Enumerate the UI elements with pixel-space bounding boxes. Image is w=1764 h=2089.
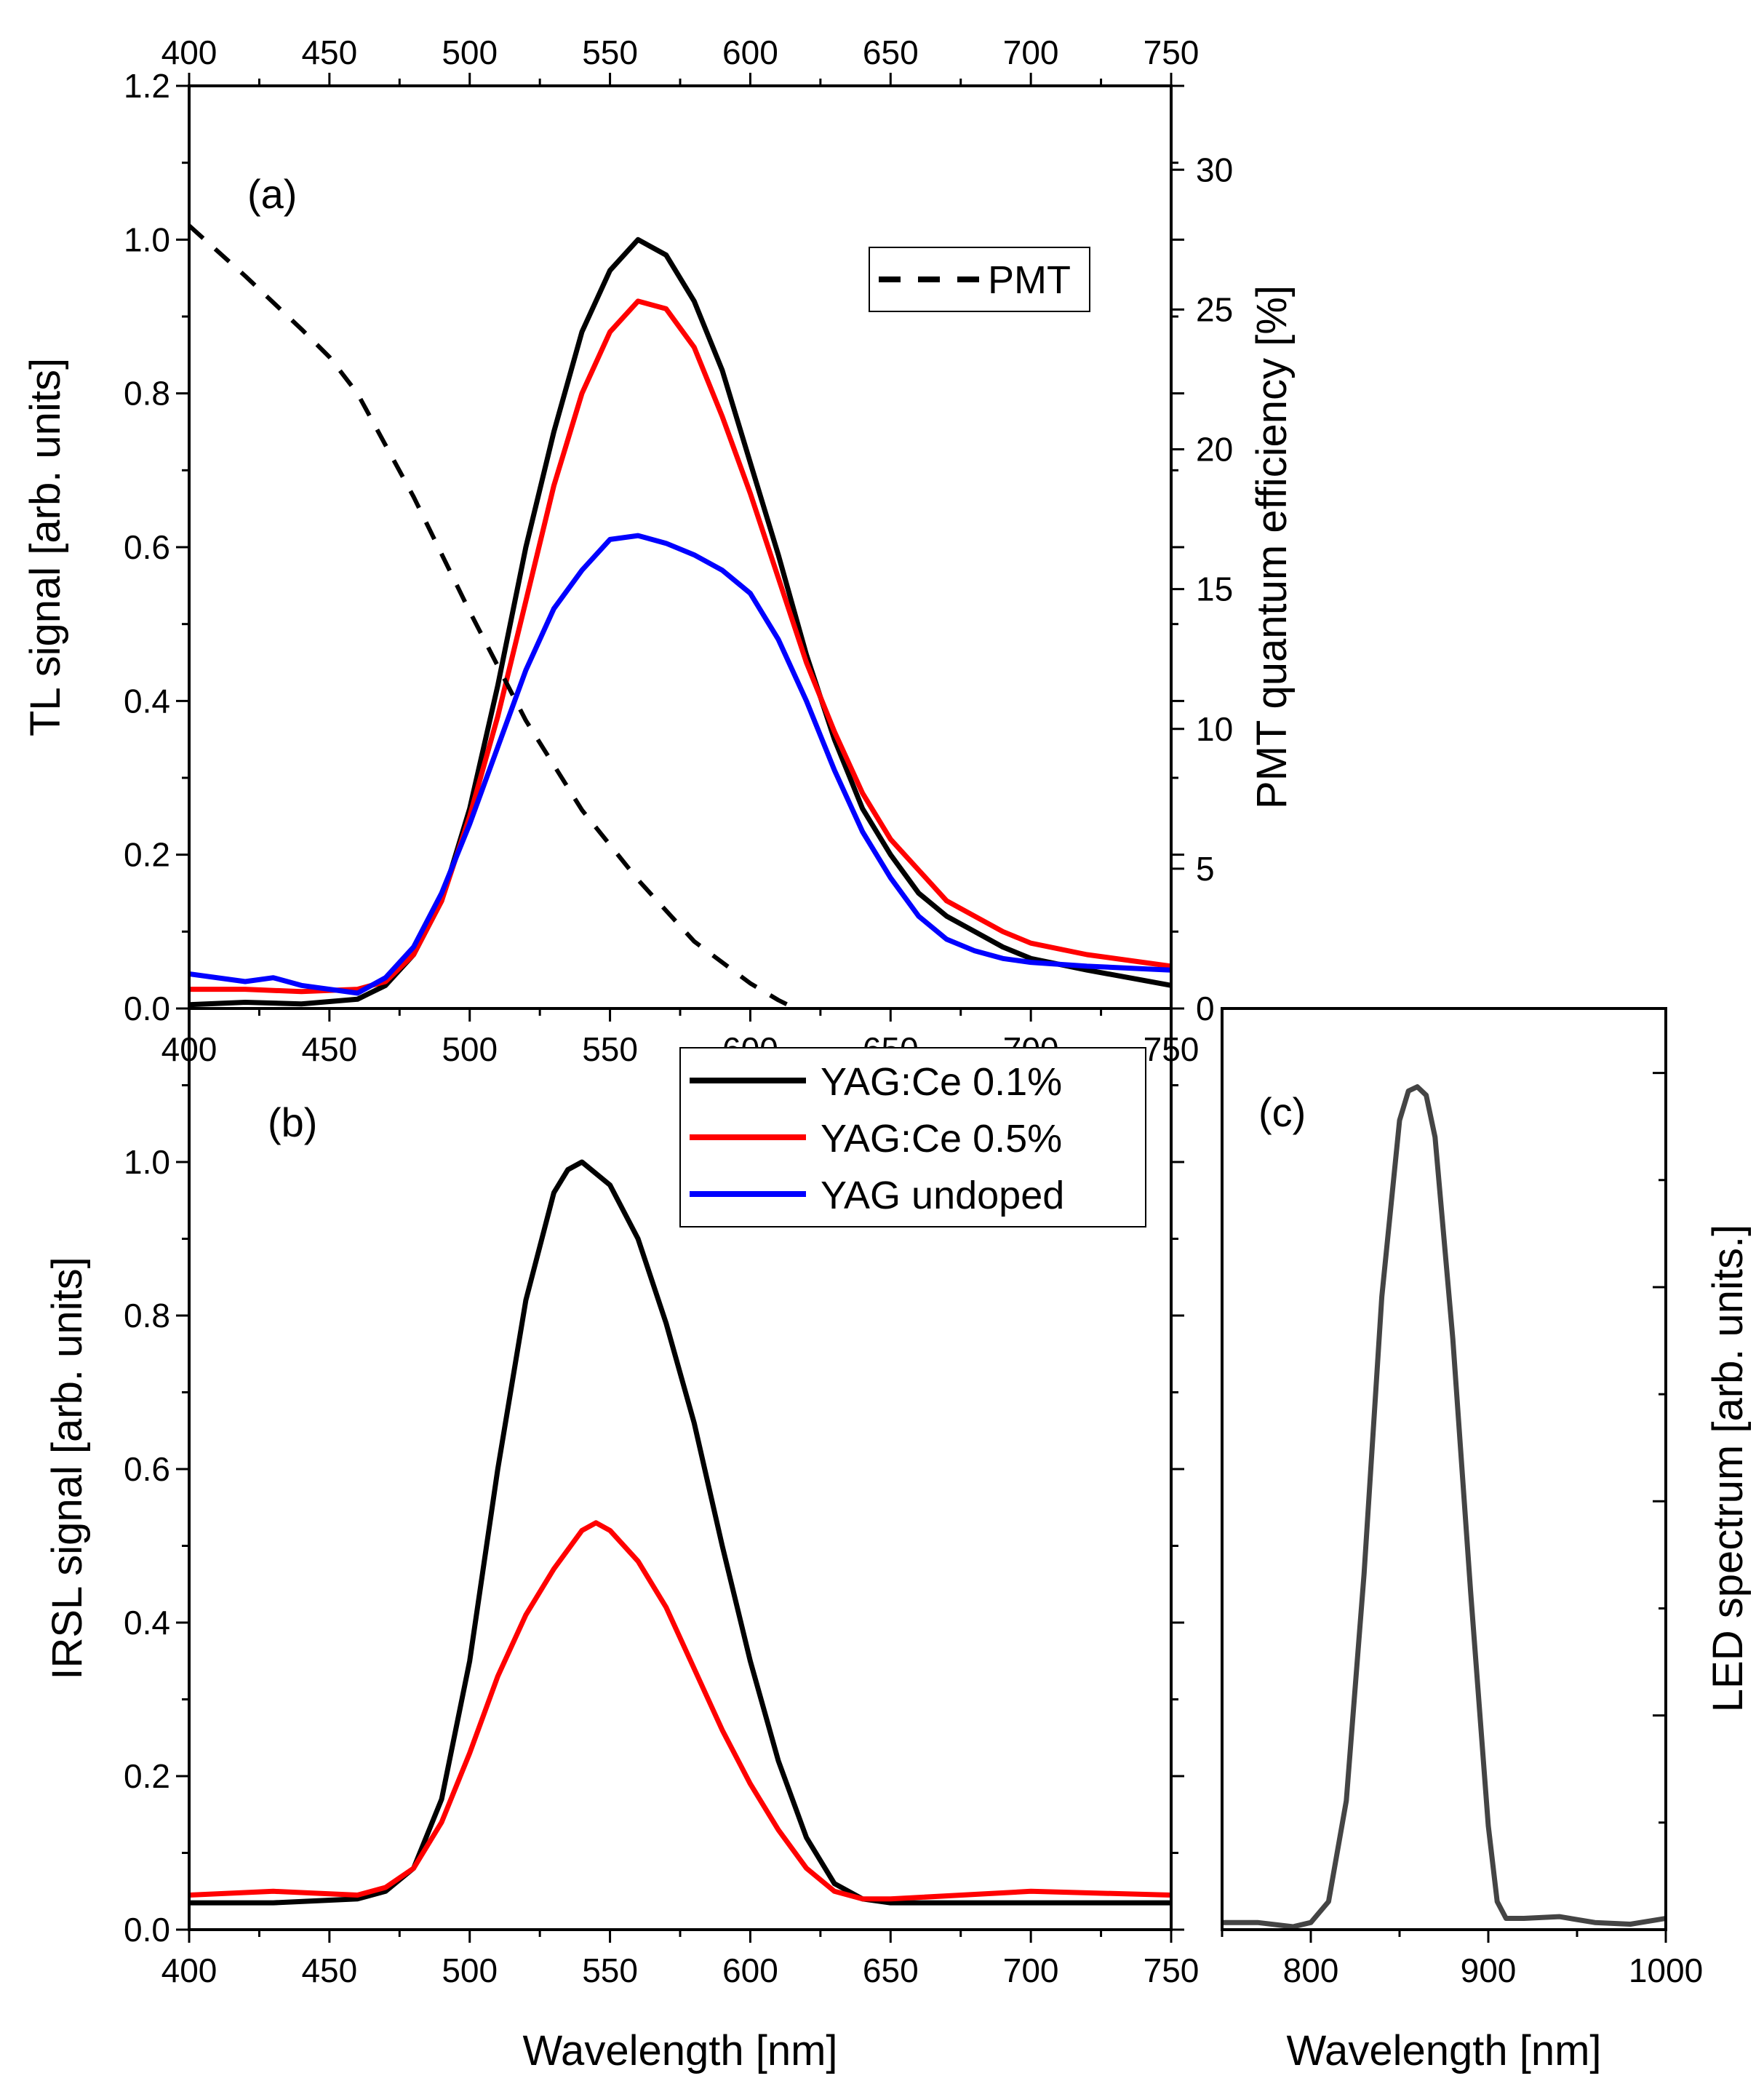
panel-c-curves (1222, 1084, 1666, 1930)
panel-b-xlabel: Wavelength [nm] (522, 2027, 837, 2074)
panel-c-ticks: 800 900 1000 (1221, 1072, 1703, 1989)
series-line-a-2 (189, 533, 1171, 996)
series-line-b-1 (189, 1520, 1171, 1902)
x-tick-label-top-a: 650 (863, 33, 919, 71)
x-tick-label-c: 1000 (1629, 1951, 1703, 1989)
panel-a-label: (a) (247, 171, 297, 217)
panel-c-frame (1221, 1007, 1667, 1931)
y2-tick-label-a: 5 (1196, 850, 1215, 888)
series-line-a-0 (189, 236, 1171, 1008)
y-tick-label-b: 0.8 (124, 1297, 170, 1334)
series-line-a-1 (189, 298, 1171, 995)
x-tick-label-b: 400 (161, 1951, 217, 1989)
legend-undoped-label: YAG undoped (821, 1174, 1064, 1217)
legend-ce05-label: YAG:Ce 0.5% (821, 1117, 1062, 1161)
x-tick-label-c: 900 (1461, 1951, 1517, 1989)
x-tick-label-a: 550 (582, 1030, 638, 1068)
legend-a-box (869, 247, 1090, 312)
y-tick-label-a: 0.2 (124, 836, 170, 874)
panel-c-ylabel: LED spectrum [arb. units.] (1704, 1225, 1752, 1712)
panel-b-ticks: 400 450 500 550 600 650 700 750 0.0 0.2 0.4 0.6 0.8 1… (124, 1007, 1200, 1989)
y-tick-label-b: 0.6 (124, 1450, 170, 1488)
x-tick-label-top-a: 500 (442, 33, 498, 71)
legend-pmt-label: PMT (988, 258, 1071, 302)
y-tick-label-b: 0.0 (124, 1911, 170, 1949)
legend-ce01-label: YAG:Ce 0.1% (821, 1060, 1062, 1104)
x-tick-label-b: 500 (442, 1951, 498, 1989)
x-tick-label-a: 450 (301, 1030, 357, 1068)
y-tick-label-a: 1.2 (124, 67, 170, 105)
panel-b-ylabel: IRSL signal [arb. units] (44, 1257, 91, 1679)
y-tick-label-b: 0.4 (124, 1604, 170, 1642)
x-tick-label-b: 650 (863, 1951, 919, 1989)
x-tick-label-top-a: 750 (1144, 33, 1200, 71)
series-line-c-0 (1222, 1084, 1666, 1930)
series-line-a-3 (189, 223, 797, 1008)
x-tick-label-top-a: 550 (582, 33, 638, 71)
x-tick-label-top-a: 450 (301, 33, 357, 71)
y2-tick-label-a: 25 (1196, 290, 1233, 328)
y2-tick-label-a: 15 (1196, 570, 1233, 608)
y-tick-label-a: 0.0 (124, 990, 170, 1027)
y-tick-label-b: 1.0 (124, 1143, 170, 1181)
panel-c: 800 900 1000 (c) LED spectrum [arb. units.… (1221, 1007, 1752, 2074)
y-tick-label-b: 0.2 (124, 1757, 170, 1795)
x-tick-label-a: 500 (442, 1030, 498, 1068)
x-tick-label-b: 600 (722, 1951, 778, 1989)
y-tick-label-a: 1.0 (124, 220, 170, 258)
y2-tick-label-a: 20 (1196, 431, 1233, 469)
panel-a-legend: PMT (869, 247, 1090, 312)
x-tick-label-b: 700 (1003, 1951, 1059, 1989)
x-tick-label-top-a: 600 (722, 33, 778, 71)
series-line-b-0 (189, 1159, 1171, 1906)
x-tick-label-top-a: 700 (1003, 33, 1059, 71)
y-tick-label-a: 0.8 (124, 375, 170, 413)
y2-tick-label-a: 0 (1196, 990, 1215, 1027)
x-tick-label-b: 550 (582, 1951, 638, 1989)
panel-c-label: (c) (1258, 1089, 1306, 1135)
panel-b-label: (b) (268, 1099, 317, 1145)
panel-b: 400 450 500 550 600 650 700 750 0.0 0.2 0.4 0.6 0.8 1… (44, 1007, 1200, 2074)
panel-a: 4004004504505005005505506006006506507007… (22, 33, 1296, 1068)
x-tick-label-c: 800 (1283, 1951, 1339, 1989)
x-tick-label-b: 450 (301, 1951, 357, 1989)
y-tick-label-a: 0.4 (124, 682, 170, 720)
x-tick-label-b: 750 (1144, 1951, 1200, 1989)
y2-tick-label-a: 10 (1196, 710, 1233, 748)
x-tick-label-top-a: 400 (161, 33, 217, 71)
panel-a-ylabel: TL signal [arb. units] (22, 358, 69, 736)
panel-b-legend: YAG:Ce 0.1% YAG:Ce 0.5% YAG undoped (679, 1047, 1146, 1227)
panel-a-curves (189, 223, 1171, 1008)
y-tick-label-a: 0.6 (124, 528, 170, 566)
panel-a-y2label: PMT quantum efficiency [%] (1248, 285, 1296, 809)
panel-c-xlabel: Wavelength [nm] (1286, 2027, 1601, 2074)
panel-b-curves (189, 1159, 1171, 1906)
y2-tick-label-a: 30 (1196, 151, 1233, 188)
